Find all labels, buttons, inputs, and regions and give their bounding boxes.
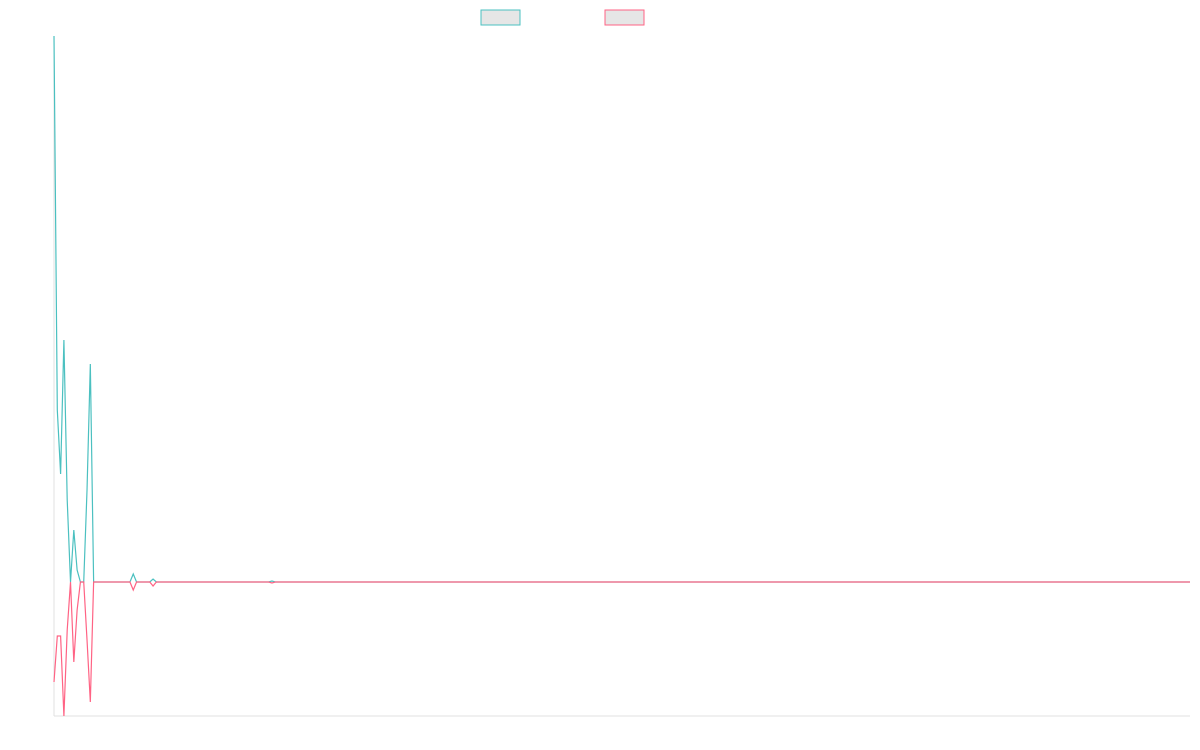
series-line (53, 581, 1190, 717)
series-line (53, 35, 1190, 583)
legend-swatch[interactable] (604, 9, 645, 26)
legend-swatch[interactable] (480, 9, 521, 26)
